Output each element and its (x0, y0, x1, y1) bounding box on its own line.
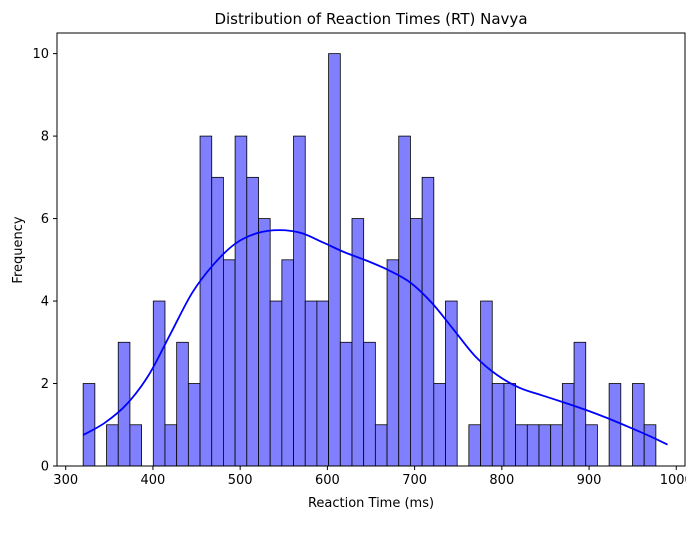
histogram-bar (515, 424, 528, 467)
histogram-bar (234, 135, 248, 467)
y-tick-label: 8 (41, 130, 49, 145)
histogram-bar (152, 300, 166, 467)
histogram-bar (304, 300, 318, 467)
x-tick-label: 700 (402, 473, 427, 488)
y-axis-ticks: 0 2 4 6 8 10 (32, 47, 57, 475)
histogram-bar (223, 259, 236, 467)
histogram-bar (246, 176, 259, 467)
histogram-bar (386, 259, 400, 467)
y-axis-label: Frequency (11, 216, 26, 283)
histogram-bar (106, 424, 119, 467)
histogram-bar (117, 341, 131, 467)
x-tick-label: 300 (53, 473, 78, 488)
y-tick-label: 4 (41, 295, 49, 310)
histogram-bar (269, 300, 283, 467)
histogram-bar (585, 424, 598, 467)
kde-curve (82, 229, 668, 446)
histogram-bar (468, 424, 481, 467)
histogram-bar (258, 218, 271, 467)
x-tick-label: 500 (228, 473, 253, 488)
histogram-bar (398, 135, 411, 467)
histogram-bar (293, 135, 306, 467)
histogram-bar (164, 424, 178, 467)
histogram-bar (176, 341, 189, 467)
histogram-bar (339, 341, 353, 467)
x-tick-label: 600 (315, 473, 340, 488)
histogram-bar (632, 383, 645, 467)
x-tick-label: 400 (141, 473, 166, 488)
x-tick-label: 900 (577, 473, 602, 488)
histogram-bar (643, 424, 657, 467)
histogram-bar (526, 424, 540, 467)
histogram-bar (281, 259, 294, 467)
histogram-bar (573, 341, 587, 467)
histogram-bar (316, 300, 330, 467)
histogram-bar (433, 383, 446, 467)
histogram-bar (538, 424, 552, 467)
y-tick-label: 6 (41, 212, 49, 227)
histogram-bar (363, 341, 376, 467)
histogram-bar (421, 176, 435, 467)
histogram-bar (491, 383, 505, 467)
x-tick-label: 800 (489, 473, 514, 488)
histogram-bar (211, 176, 224, 467)
x-axis-label: Reaction Time (ms) (308, 496, 434, 511)
y-tick-label: 0 (41, 460, 49, 475)
histogram-bar (480, 300, 493, 467)
histogram-bar (129, 424, 143, 467)
histogram-bar (328, 53, 341, 467)
histogram-bar (561, 383, 575, 467)
histogram-bar (187, 383, 201, 467)
chart-title: Distribution of Reaction Times (RT) Navy… (214, 10, 527, 28)
histogram-bar (503, 383, 517, 467)
histogram-bar (199, 135, 213, 467)
y-tick-label: 2 (41, 377, 49, 392)
y-tick-label: 10 (32, 47, 49, 62)
histogram-bar (550, 424, 563, 467)
histogram-bar (374, 424, 388, 467)
histogram-bar (608, 383, 622, 467)
plot-frame (56, 32, 686, 467)
histogram-bar (82, 383, 96, 467)
histogram-bar (410, 218, 423, 467)
